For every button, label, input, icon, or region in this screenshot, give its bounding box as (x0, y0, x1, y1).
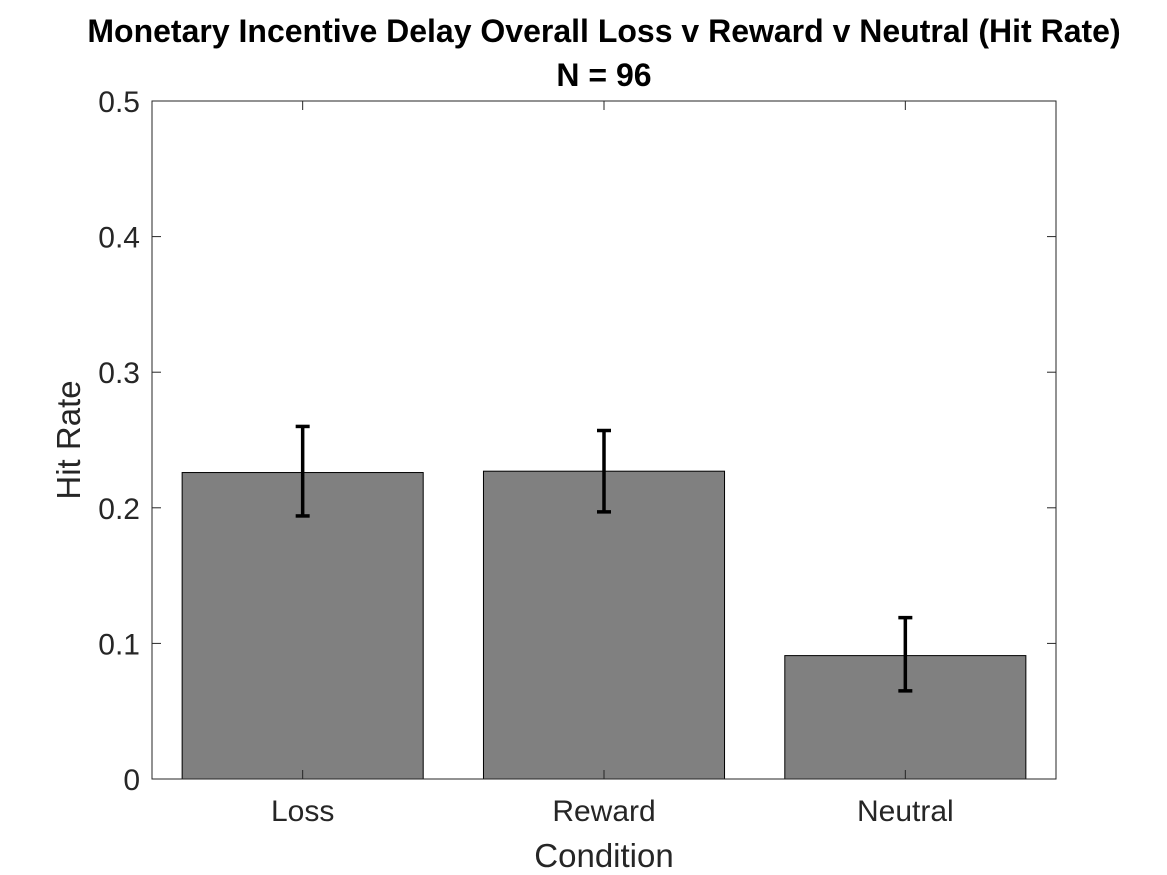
x-tick-label-loss: Loss (271, 795, 334, 828)
bar-loss (181, 472, 424, 780)
chart-subtitle: N = 96 (556, 57, 651, 93)
chart-title: Monetary Incentive Delay Overall Loss v … (87, 13, 1120, 49)
x-tick-label-reward: Reward (552, 795, 655, 828)
x-axis-label: Condition (534, 837, 673, 874)
y-tick-label: 0.1 (98, 628, 140, 661)
error-bar-reward (597, 428, 611, 514)
y-tick-label: 0.2 (98, 493, 140, 526)
y-tick-label: 0 (123, 764, 140, 797)
x-tick-label-neutral: Neutral (857, 795, 954, 828)
y-tick-label: 0.5 (98, 86, 140, 119)
y-axis-label: Hit Rate (50, 380, 87, 499)
bar-reward (482, 470, 726, 780)
x-axis-ticks: Loss Reward Neutral (271, 101, 954, 828)
error-bars-layer (295, 424, 913, 693)
error-bar-neutral (898, 615, 913, 693)
y-axis-ticks: 0 0.1 0.2 0.3 0.4 0.5 (98, 86, 1056, 797)
error-bar-loss (295, 424, 310, 518)
y-tick-label: 0.3 (98, 357, 140, 390)
y-tick-label: 0.4 (98, 222, 140, 255)
